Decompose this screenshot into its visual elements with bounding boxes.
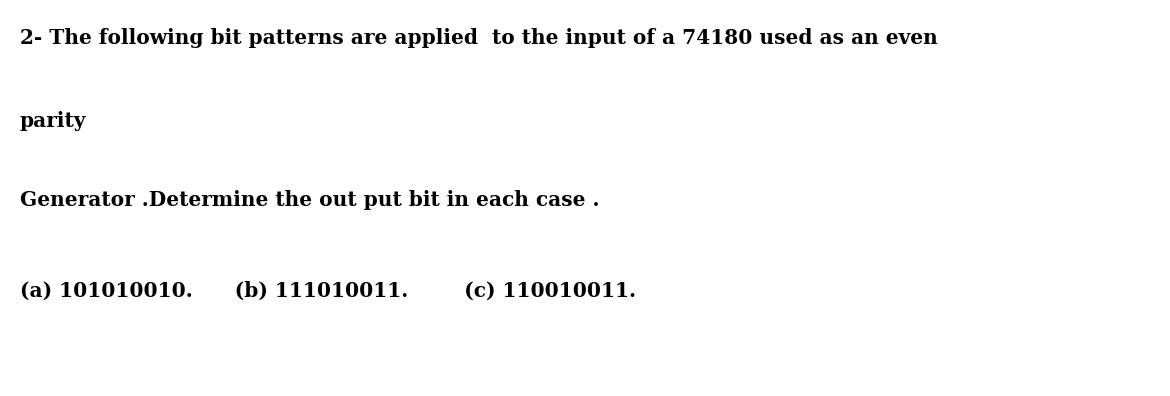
Text: (a) 101010010.      (b) 111010011.        (c) 110010011.: (a) 101010010. (b) 111010011. (c) 110010… [20,281,635,301]
Text: Generator .Determine the out put bit in each case .: Generator .Determine the out put bit in … [20,190,599,210]
Text: 2- The following bit patterns are applied  to the input of a 74180 used as an ev: 2- The following bit patterns are applie… [20,28,937,48]
Text: parity: parity [20,111,87,131]
